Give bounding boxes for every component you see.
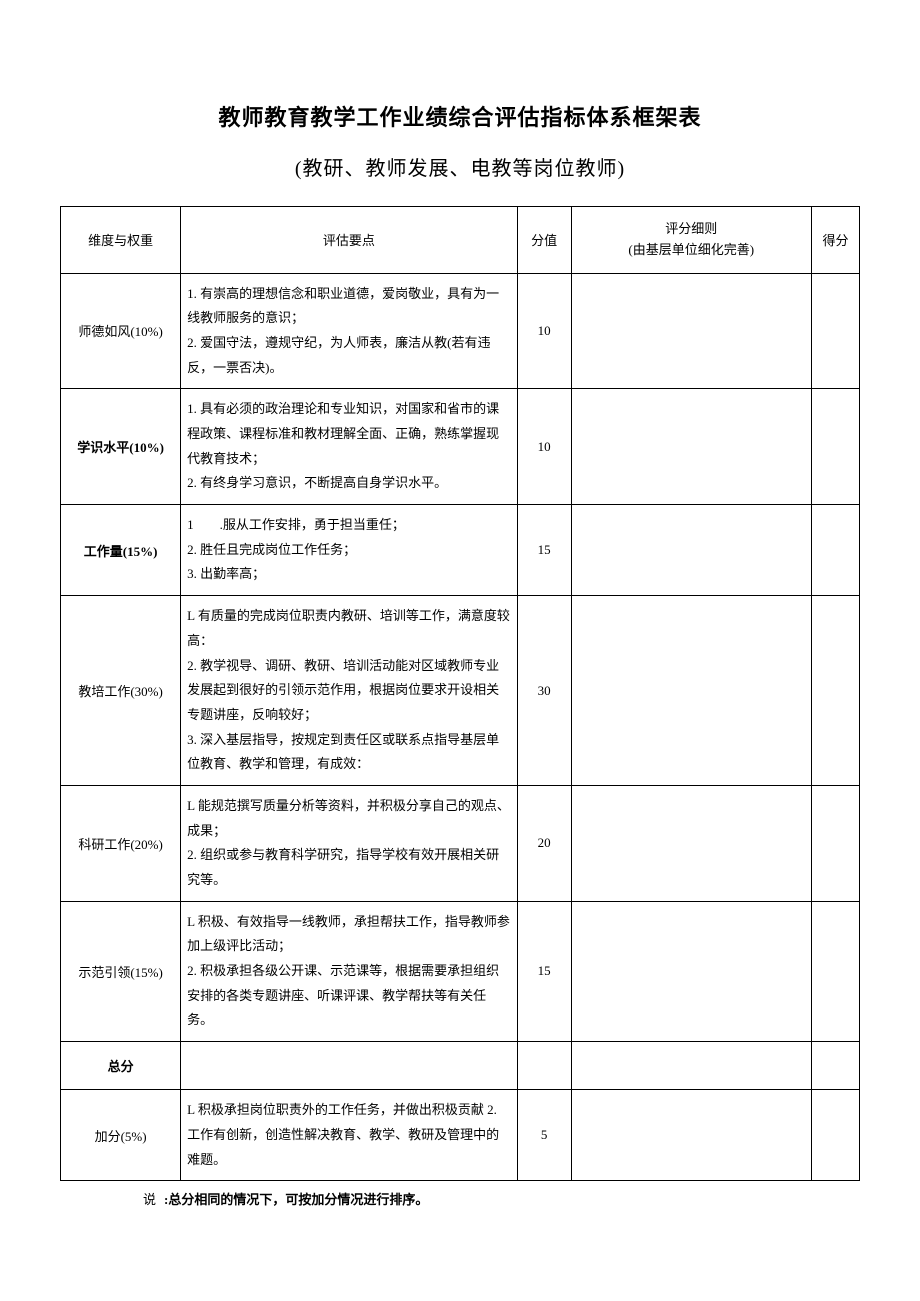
cell-point: 1 .服从工作安排，勇于担当重任； 2. 胜任且完成岗位工作任务； 3. 出勤率… [181, 505, 517, 596]
cell-got [811, 273, 859, 389]
cell-score: 15 [517, 901, 571, 1041]
bonus-row: 加分(5%) L 积极承担岗位职责外的工作任务，并做出积极贡献 2. 工作有创新… [61, 1090, 860, 1181]
cell-total-detail [571, 1042, 811, 1090]
cell-dimension: 师德如风(10%) [61, 273, 181, 389]
table-row: 学识水平(10%) 1. 具有必须的政治理论和专业知识，对国家和省市的课程政策、… [61, 389, 860, 505]
cell-detail [571, 505, 811, 596]
cell-point: L 积极、有效指导一线教师，承担帮扶工作，指导教师参加上级评比活动； 2. 积极… [181, 901, 517, 1041]
cell-total-got [811, 1042, 859, 1090]
cell-detail [571, 596, 811, 786]
footnote-row: 说 :总分相同的情况下，可按加分情况进行排序。 [60, 1181, 860, 1216]
cell-score: 20 [517, 785, 571, 901]
header-got: 得分 [811, 207, 859, 274]
table-row: 师德如风(10%) 1. 有崇高的理想信念和职业道德，爱岗敬业，具有为一线教师服… [61, 273, 860, 389]
cell-bonus-score: 5 [517, 1090, 571, 1181]
cell-got [811, 596, 859, 786]
cell-bonus-point: L 积极承担岗位职责外的工作任务，并做出积极贡献 2. 工作有创新，创造性解决教… [181, 1090, 517, 1181]
cell-point: L 有质量的完成岗位职责内教研、培训等工作，满意度较高： 2. 教学视导、调研、… [181, 596, 517, 786]
cell-score: 30 [517, 596, 571, 786]
cell-total-point [181, 1042, 517, 1090]
cell-dimension: 科研工作(20%) [61, 785, 181, 901]
cell-point: 1. 有崇高的理想信念和职业道德，爱岗敬业，具有为一线教师服务的意识； 2. 爱… [181, 273, 517, 389]
footnote-label: 说 [60, 1181, 160, 1216]
title-sub: (教研、教师发展、电教等岗位教师) [60, 152, 860, 181]
cell-got [811, 785, 859, 901]
header-dimension: 维度与权重 [61, 207, 181, 274]
table-body: 师德如风(10%) 1. 有崇高的理想信念和职业道德，爱岗敬业，具有为一线教师服… [61, 273, 860, 1181]
cell-detail [571, 901, 811, 1041]
header-detail: 评分细则 (由基层单位细化完善) [571, 207, 811, 274]
cell-total-score [517, 1042, 571, 1090]
cell-point: L 能规范撰写质量分析等资料，并积极分享自己的观点、成果； 2. 组织或参与教育… [181, 785, 517, 901]
cell-bonus-dim: 加分(5%) [61, 1090, 181, 1181]
cell-dimension: 示范引领(15%) [61, 901, 181, 1041]
cell-detail [571, 785, 811, 901]
cell-total-label: 总分 [61, 1042, 181, 1090]
table-row: 科研工作(20%) L 能规范撰写质量分析等资料，并积极分享自己的观点、成果； … [61, 785, 860, 901]
cell-score: 10 [517, 273, 571, 389]
cell-dimension: 学识水平(10%) [61, 389, 181, 505]
cell-got [811, 901, 859, 1041]
cell-detail [571, 389, 811, 505]
cell-got [811, 505, 859, 596]
title-main: 教师教育教学工作业绩综合评估指标体系框架表 [60, 100, 860, 132]
cell-score: 15 [517, 505, 571, 596]
header-score: 分值 [517, 207, 571, 274]
cell-detail [571, 273, 811, 389]
table-header-row: 维度与权重 评估要点 分值 评分细则 (由基层单位细化完善) 得分 [61, 207, 860, 274]
table-row: 工作量(15%) 1 .服从工作安排，勇于担当重任； 2. 胜任且完成岗位工作任… [61, 505, 860, 596]
total-row: 总分 [61, 1042, 860, 1090]
cell-bonus-detail [571, 1090, 811, 1181]
cell-dimension: 工作量(15%) [61, 505, 181, 596]
cell-score: 10 [517, 389, 571, 505]
header-detail-line2: (由基层单位细化完善) [578, 240, 805, 261]
cell-point: 1. 具有必须的政治理论和专业知识，对国家和省市的课程政策、课程标准和教材理解全… [181, 389, 517, 505]
cell-got [811, 389, 859, 505]
footnote-table: 说 :总分相同的情况下，可按加分情况进行排序。 [60, 1181, 860, 1216]
evaluation-table: 维度与权重 评估要点 分值 评分细则 (由基层单位细化完善) 得分 师德如风(1… [60, 206, 860, 1181]
table-row: 教培工作(30%) L 有质量的完成岗位职责内教研、培训等工作，满意度较高： 2… [61, 596, 860, 786]
cell-dimension: 教培工作(30%) [61, 596, 181, 786]
table-row: 示范引领(15%) L 积极、有效指导一线教师，承担帮扶工作，指导教师参加上级评… [61, 901, 860, 1041]
footnote-text: :总分相同的情况下，可按加分情况进行排序。 [160, 1181, 860, 1216]
header-detail-line1: 评分细则 [578, 219, 805, 240]
header-point: 评估要点 [181, 207, 517, 274]
cell-bonus-got [811, 1090, 859, 1181]
